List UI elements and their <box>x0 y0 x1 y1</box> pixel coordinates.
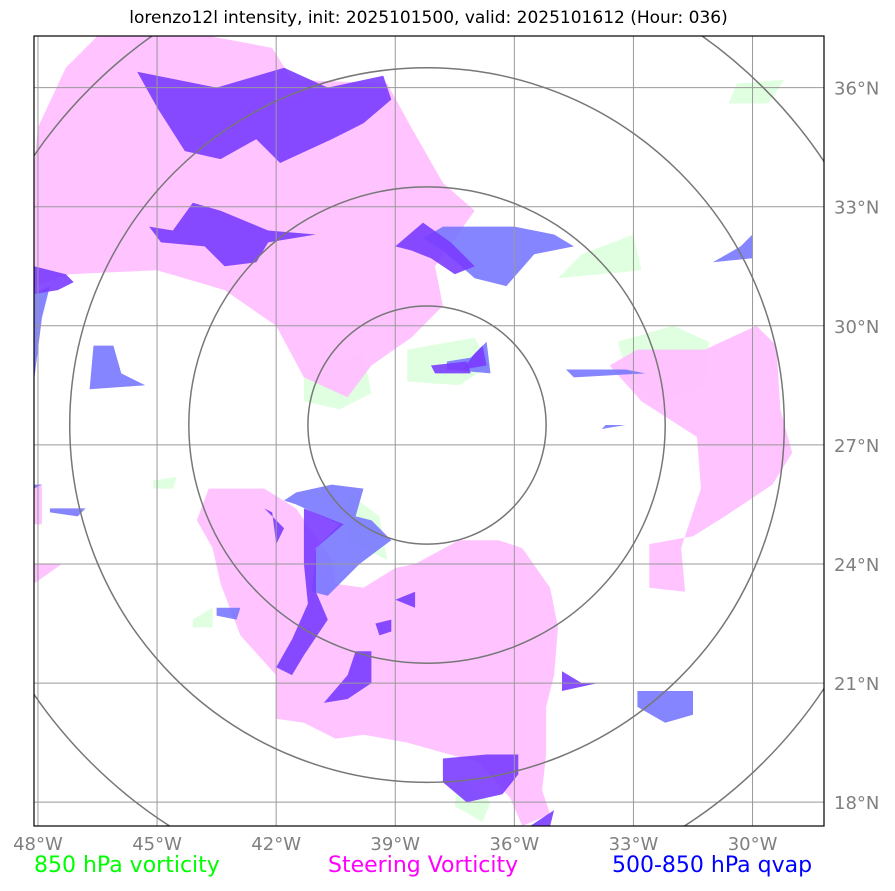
region-qvap_fill-11 <box>216 607 241 620</box>
chart-title: lorenzo12l intensity, init: 2025101500, … <box>129 8 728 28</box>
region-overlap_fill-2 <box>34 266 74 294</box>
x-tick-label: 45°W <box>132 834 182 855</box>
region-vort_fill-1 <box>728 79 785 104</box>
region-overlap_fill-3 <box>395 222 475 275</box>
y-tick-label: 27°N <box>834 436 879 457</box>
region-qvap_fill-0 <box>423 226 574 287</box>
x-tick-label: 39°W <box>370 834 420 855</box>
range-ring <box>68 67 786 784</box>
legend-steering: Steering Vorticity <box>328 853 519 878</box>
y-tick-label: 30°N <box>834 317 879 338</box>
region-qvap_fill-8 <box>637 691 693 723</box>
y-tick-label: 18°N <box>834 793 879 814</box>
legend-vorticity850: 850 hPa vorticity <box>34 853 220 878</box>
region-overlap_fill-13 <box>462 345 487 370</box>
region-vort_fill-2 <box>558 234 642 279</box>
y-tick-label: 21°N <box>834 674 879 695</box>
x-tick-label: 48°W <box>13 834 63 855</box>
region-overlap_fill-11 <box>264 508 285 545</box>
legend-qvap: 500-850 hPa qvap <box>612 853 813 878</box>
region-overlap_fill-1 <box>149 202 316 267</box>
x-tick-label: 36°W <box>490 834 540 855</box>
region-steer_fill-3 <box>34 564 62 584</box>
field-layer <box>34 36 793 826</box>
y-tick-label: 24°N <box>834 555 879 576</box>
plot-frame <box>33 35 825 827</box>
region-qvap_fill-2 <box>34 286 50 382</box>
axis-ticks: 48°W 45°W 42°W 39°W 36°W 33°W 30°W 18°N 21°N 24°N… <box>13 79 879 855</box>
region-qvap_fill-6 <box>601 425 626 429</box>
x-tick-label: 30°W <box>728 834 778 855</box>
region-qvap_fill-1 <box>712 234 753 263</box>
x-tick-label: 42°W <box>251 834 301 855</box>
region-qvap_fill-7 <box>284 484 392 596</box>
region-overlap_fill-5 <box>323 651 372 703</box>
region-overlap_fill-7 <box>395 591 416 608</box>
y-tick-label: 36°N <box>834 79 879 100</box>
region-overlap_fill-4 <box>276 508 344 676</box>
region-qvap_fill-3 <box>89 345 146 390</box>
region-steer_fill-1 <box>609 325 793 592</box>
x-tick-label: 33°W <box>609 834 659 855</box>
region-overlap_fill-0 <box>137 67 392 163</box>
region-overlap_fill-9 <box>530 810 555 826</box>
y-tick-label: 33°N <box>834 198 879 219</box>
region-qvap_fill-9 <box>49 508 86 517</box>
region-steer_fill-0 <box>34 36 475 398</box>
region-vort_fill-8 <box>192 607 213 628</box>
region-overlap_fill-6 <box>375 619 392 636</box>
range-ring <box>188 186 666 664</box>
range-ring <box>307 305 547 545</box>
region-overlap_fill-10 <box>562 671 598 691</box>
gridlines <box>34 36 824 826</box>
region-qvap_fill-5 <box>566 369 646 378</box>
region-overlap_fill-12 <box>431 361 471 374</box>
region-vort_fill-7 <box>153 476 177 489</box>
